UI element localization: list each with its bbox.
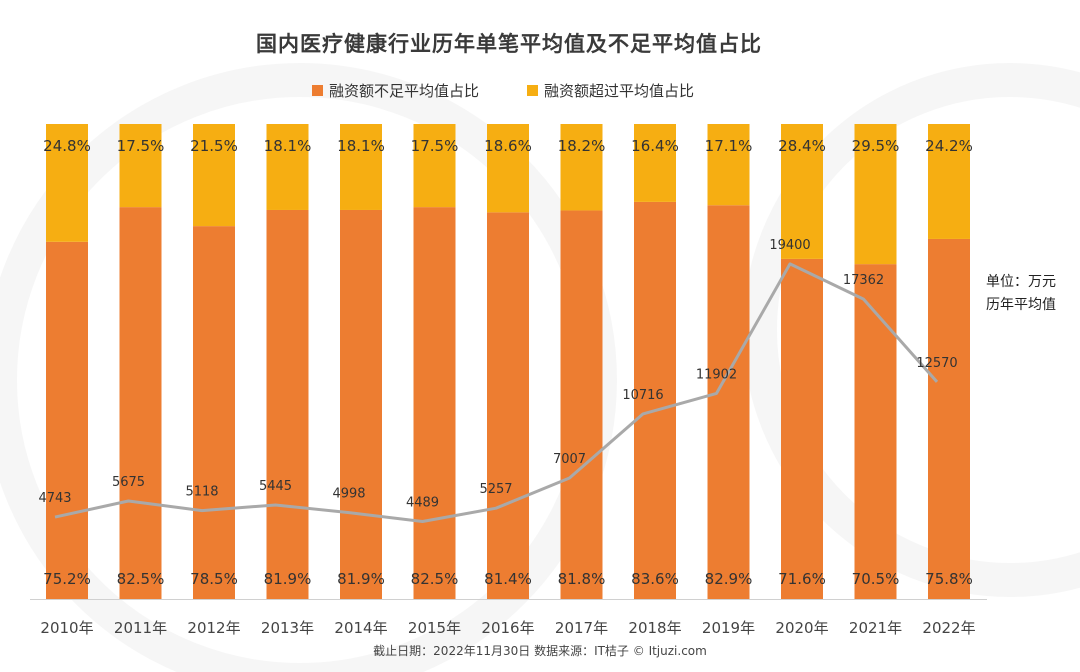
- label-below-1: 82.5%: [117, 570, 165, 588]
- label-below-8: 83.6%: [631, 570, 679, 588]
- x-tick-label-4: 2014年: [334, 619, 387, 637]
- legend-swatch-above: [527, 85, 538, 96]
- line-value-label-7: 7007: [553, 452, 586, 467]
- label-below-10: 71.6%: [778, 570, 826, 588]
- label-below-5: 82.5%: [411, 570, 459, 588]
- unit-note-series: 历年平均值: [986, 297, 1056, 313]
- bar-below-8: [634, 201, 676, 599]
- bar-above-3: [266, 124, 309, 210]
- label-below-9: 82.9%: [705, 570, 753, 588]
- line-value-label-5: 4489: [406, 495, 439, 510]
- bar-below-2: [193, 226, 235, 599]
- label-below-6: 81.4%: [484, 570, 532, 588]
- legend-label-below: 融资额不足平均值占比: [329, 82, 480, 100]
- legend-item-below: 融资额不足平均值占比: [312, 80, 479, 101]
- line-value-label-0: 4743: [38, 491, 71, 506]
- line-value-label-9: 11902: [696, 367, 737, 382]
- label-below-4: 81.9%: [337, 570, 385, 588]
- label-below-3: 81.9%: [264, 570, 312, 588]
- x-tick-label-3: 2013年: [261, 619, 314, 637]
- bar-below-3: [266, 209, 309, 599]
- line-value-label-8: 10716: [622, 388, 663, 403]
- x-tick-label-0: 2010年: [40, 619, 93, 637]
- line-value-label-6: 5257: [479, 482, 512, 497]
- bar-above-6: [487, 124, 529, 213]
- legend-swatch-below: [312, 85, 323, 96]
- line-value-label-4: 4998: [332, 487, 365, 502]
- bar-above-2: [193, 124, 235, 227]
- label-above-8: 16.4%: [631, 137, 679, 155]
- x-tick-label-1: 2011年: [114, 619, 167, 637]
- bar-below-11: [854, 264, 897, 599]
- x-tick-label-5: 2015年: [408, 619, 461, 637]
- label-above-0: 24.8%: [43, 137, 91, 155]
- bar-above-12: [928, 124, 970, 239]
- label-above-4: 18.1%: [337, 137, 385, 155]
- x-tick-label-7: 2017年: [555, 619, 608, 637]
- label-below-7: 81.8%: [558, 570, 606, 588]
- legend-label-above: 融资额超过平均值占比: [544, 82, 695, 100]
- bar-below-0: [46, 241, 88, 600]
- label-above-2: 21.5%: [190, 137, 238, 155]
- bar-above-7: [560, 124, 603, 211]
- label-above-12: 24.2%: [925, 137, 973, 155]
- line-value-label-2: 5118: [185, 485, 218, 500]
- legend: 融资额不足平均值占比 融资额超过平均值占比: [0, 80, 1080, 104]
- x-tick-label-12: 2022年: [922, 619, 975, 637]
- label-below-2: 78.5%: [190, 570, 238, 588]
- label-above-7: 18.2%: [558, 137, 606, 155]
- unit-note-unit: 单位：万元: [986, 274, 1056, 290]
- bar-above-1: [119, 124, 162, 208]
- bar-below-4: [340, 209, 382, 599]
- bar-above-0: [46, 124, 88, 242]
- bar-below-10: [781, 258, 823, 599]
- x-tick-label-11: 2021年: [849, 619, 902, 637]
- line-value-label-11: 17362: [843, 273, 884, 288]
- x-tick-label-8: 2018年: [628, 619, 681, 637]
- label-above-10: 28.4%: [778, 137, 826, 155]
- label-above-1: 17.5%: [117, 137, 165, 155]
- unit-note: 单位：万元 历年平均值: [986, 271, 1056, 317]
- bar-above-11: [854, 124, 897, 265]
- label-below-0: 75.2%: [43, 570, 91, 588]
- x-tick-label-9: 2019年: [702, 619, 755, 637]
- bar-above-4: [340, 124, 382, 210]
- average-line: [54, 262, 939, 523]
- bar-below-6: [487, 212, 529, 599]
- line-value-label-12: 12570: [916, 356, 957, 371]
- bar-above-10: [781, 124, 823, 259]
- source-footer: 截止日期：2022年11月30日 数据来源：IT桔子 © Itjuzi.com: [373, 644, 707, 658]
- label-above-5: 17.5%: [411, 137, 459, 155]
- bar-below-12: [928, 238, 970, 599]
- bar-below-9: [707, 205, 750, 599]
- label-above-9: 17.1%: [705, 137, 753, 155]
- line-value-label-1: 5675: [112, 475, 145, 490]
- legend-item-above: 融资额超过平均值占比: [527, 80, 694, 101]
- x-tick-label-10: 2020年: [775, 619, 828, 637]
- label-above-3: 18.1%: [264, 137, 312, 155]
- chart-title: 国内医疗健康行业历年单笔平均值及不足平均值占比: [256, 32, 762, 56]
- bar-below-7: [560, 210, 603, 599]
- x-tick-label-2: 2012年: [187, 619, 240, 637]
- label-below-12: 75.8%: [925, 570, 973, 588]
- bar-below-1: [119, 207, 162, 599]
- bar-below-5: [413, 207, 456, 599]
- line-value-label-10: 19400: [769, 238, 810, 253]
- line-value-label-3: 5445: [259, 479, 292, 494]
- label-above-11: 29.5%: [852, 137, 900, 155]
- x-tick-label-6: 2016年: [481, 619, 534, 637]
- label-above-6: 18.6%: [484, 137, 532, 155]
- bar-above-9: [707, 124, 750, 206]
- label-below-11: 70.5%: [852, 570, 900, 588]
- bar-above-8: [634, 124, 676, 202]
- bar-above-5: [413, 124, 456, 208]
